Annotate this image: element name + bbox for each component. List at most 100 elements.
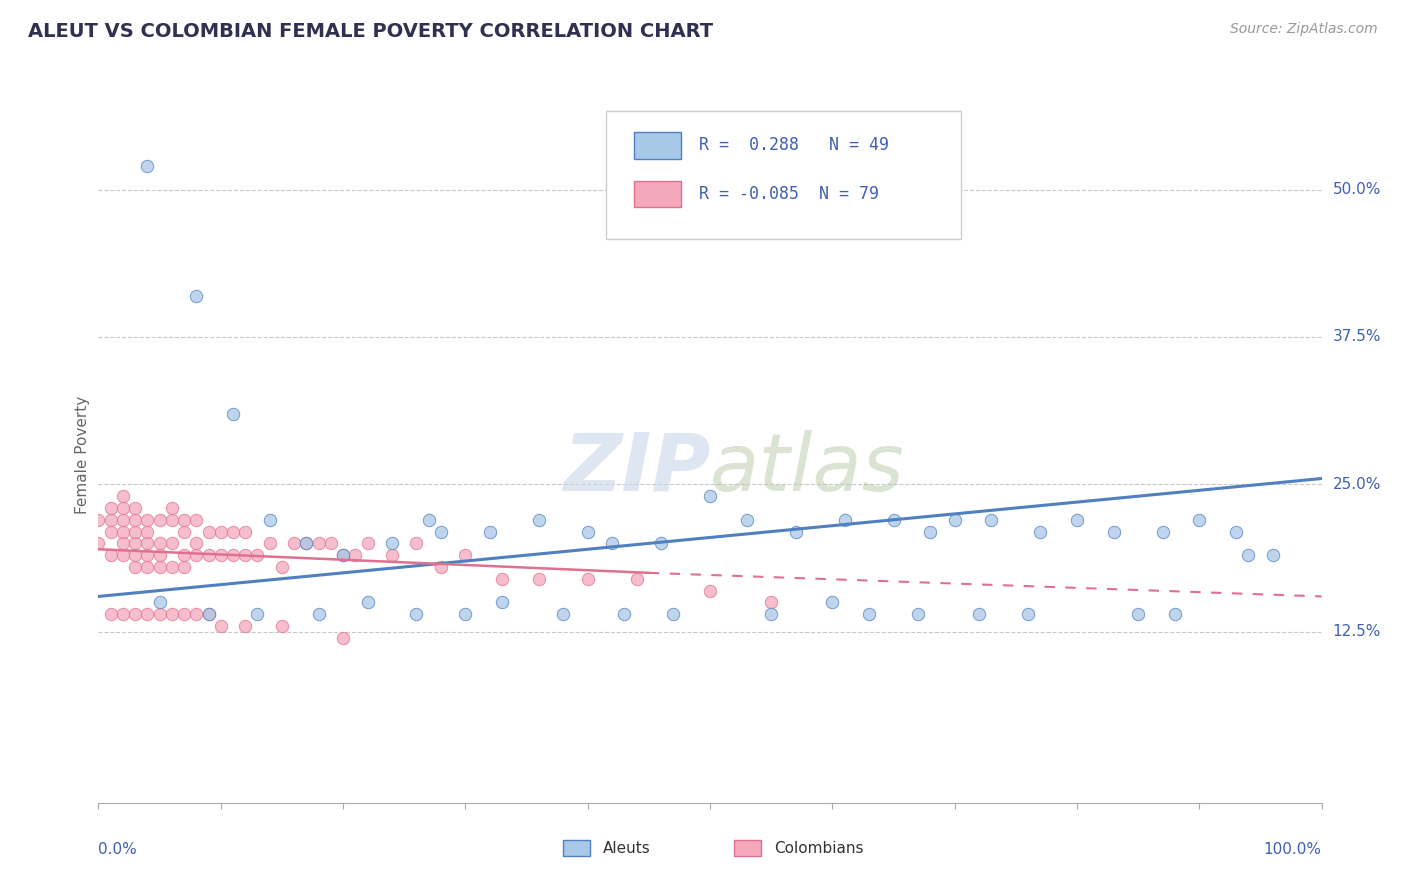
Point <box>173 548 195 562</box>
Point <box>100 524 122 539</box>
Point <box>186 289 208 303</box>
Point <box>405 536 427 550</box>
Point <box>136 560 159 574</box>
Point <box>576 524 599 539</box>
Text: ZIP: ZIP <box>562 430 710 508</box>
Point <box>233 619 256 633</box>
Point <box>87 513 110 527</box>
Point <box>124 500 146 515</box>
Point <box>136 159 159 173</box>
Point <box>186 536 208 550</box>
Point <box>100 548 122 562</box>
Point <box>87 536 110 550</box>
Point <box>124 560 146 574</box>
Point <box>149 548 172 562</box>
Point <box>858 607 880 621</box>
Point <box>173 524 195 539</box>
Point <box>319 536 342 550</box>
Point <box>259 536 281 550</box>
Point <box>381 536 404 550</box>
Text: 37.5%: 37.5% <box>1333 329 1381 344</box>
Point <box>111 489 134 503</box>
Point <box>613 607 636 621</box>
Point <box>478 524 501 539</box>
Point <box>943 513 966 527</box>
Point <box>332 548 354 562</box>
Point <box>1237 548 1260 562</box>
Point <box>173 560 195 574</box>
Point <box>626 572 648 586</box>
Point <box>124 536 146 550</box>
Point <box>111 513 134 527</box>
Point <box>332 631 354 645</box>
Point <box>246 548 269 562</box>
Point <box>186 607 208 621</box>
Point <box>124 548 146 562</box>
Point <box>197 607 219 621</box>
Point <box>308 536 330 550</box>
Point <box>233 548 256 562</box>
Point <box>295 536 318 550</box>
Point <box>149 536 172 550</box>
Point <box>173 513 195 527</box>
Point <box>160 536 183 550</box>
Point <box>222 524 245 539</box>
Point <box>124 513 146 527</box>
Point <box>600 536 623 550</box>
Text: 0.0%: 0.0% <box>98 842 138 856</box>
Point <box>761 607 783 621</box>
Point <box>1188 513 1211 527</box>
Point <box>1152 524 1174 539</box>
Point <box>735 513 758 527</box>
Point <box>491 572 513 586</box>
Point <box>149 595 172 609</box>
Text: ALEUT VS COLOMBIAN FEMALE POVERTY CORRELATION CHART: ALEUT VS COLOMBIAN FEMALE POVERTY CORREL… <box>28 22 713 41</box>
Text: 25.0%: 25.0% <box>1333 477 1381 491</box>
FancyBboxPatch shape <box>606 111 960 239</box>
Point <box>907 607 929 621</box>
Point <box>209 524 232 539</box>
Point <box>1029 524 1052 539</box>
Point <box>186 513 208 527</box>
Point <box>283 536 305 550</box>
Point <box>883 513 905 527</box>
Point <box>197 607 219 621</box>
Text: R =  0.288   N = 49: R = 0.288 N = 49 <box>699 136 889 154</box>
Point <box>761 595 783 609</box>
Point <box>222 407 245 421</box>
Point <box>111 548 134 562</box>
Point <box>356 536 378 550</box>
Point <box>209 619 232 633</box>
Point <box>491 595 513 609</box>
Point <box>233 524 256 539</box>
Point <box>356 595 378 609</box>
Point <box>381 548 404 562</box>
Point <box>136 524 159 539</box>
Point <box>1066 513 1088 527</box>
Point <box>111 500 134 515</box>
Point <box>553 607 575 621</box>
Point <box>209 548 232 562</box>
Point <box>1102 524 1125 539</box>
Point <box>246 607 269 621</box>
Point <box>149 560 172 574</box>
Point <box>136 607 159 621</box>
Point <box>980 513 1002 527</box>
Point <box>111 524 134 539</box>
Point <box>270 560 294 574</box>
Point <box>160 513 183 527</box>
Bar <box>634 181 681 207</box>
Text: Aleuts: Aleuts <box>602 840 650 855</box>
Point <box>332 548 354 562</box>
Point <box>454 548 477 562</box>
Point <box>967 607 990 621</box>
Point <box>920 524 942 539</box>
Point <box>527 572 550 586</box>
Point <box>454 607 477 621</box>
Point <box>100 500 122 515</box>
Point <box>418 513 440 527</box>
Point <box>124 524 146 539</box>
Point <box>160 500 183 515</box>
Text: Colombians: Colombians <box>773 840 863 855</box>
Point <box>173 607 195 621</box>
